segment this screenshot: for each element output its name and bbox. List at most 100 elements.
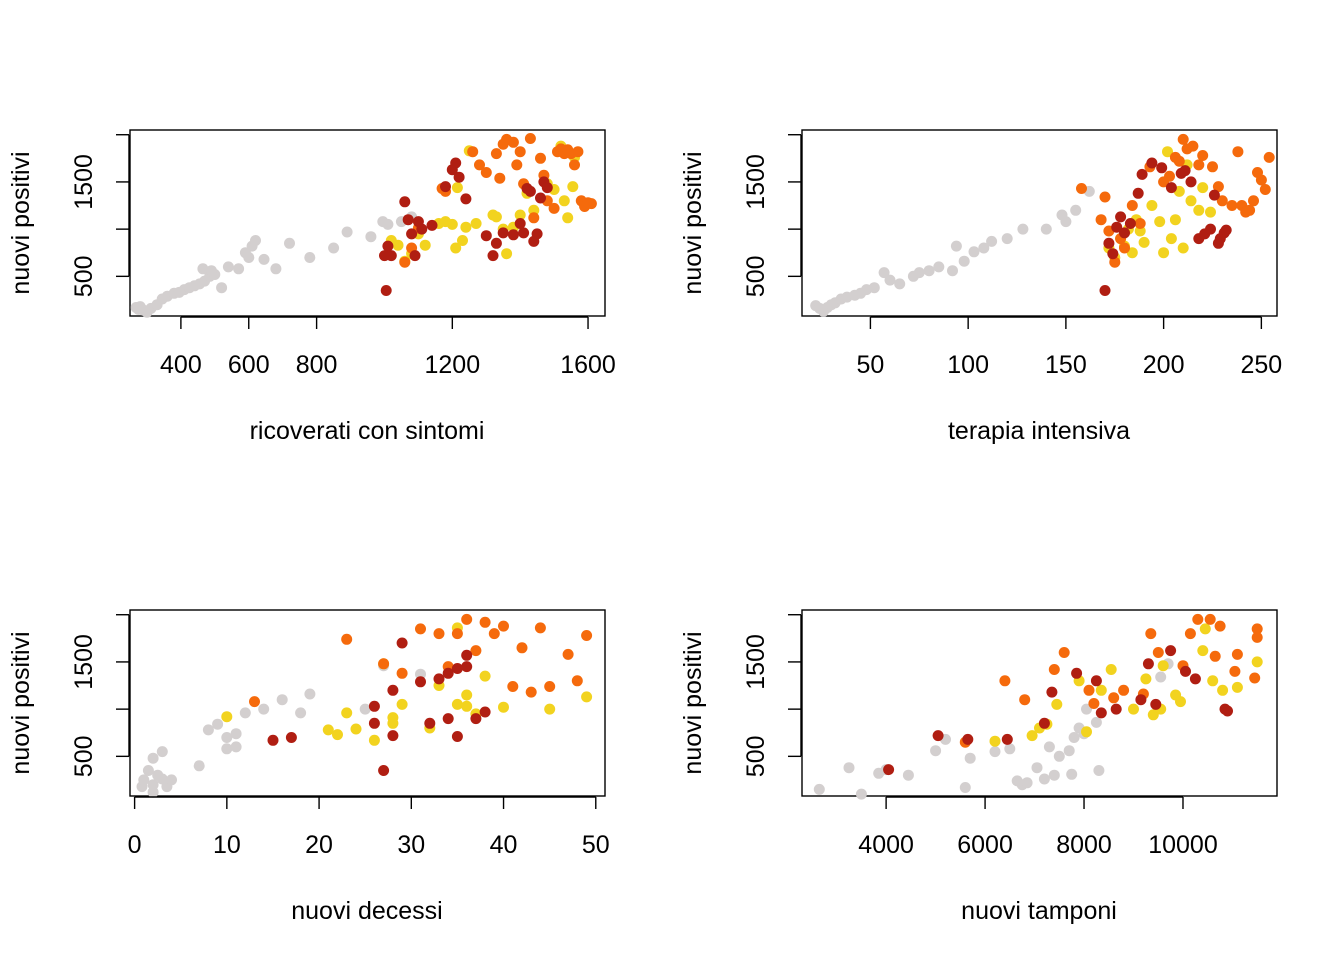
data-point-gray	[978, 242, 990, 254]
data-point-orange	[514, 146, 526, 158]
data-point-gray	[855, 788, 867, 800]
data-point-gray	[216, 282, 228, 294]
data-point-orange	[1232, 146, 1244, 158]
data-point-orange	[571, 675, 583, 687]
y-tick-label: 1500	[70, 154, 98, 210]
data-point-gray	[239, 707, 251, 719]
data-point-orange	[1083, 684, 1095, 696]
data-point-yellow	[1193, 204, 1205, 216]
data-point-red	[531, 228, 543, 240]
data-point-red	[1156, 162, 1168, 174]
data-point-yellow	[1026, 730, 1038, 742]
x-tick-label: 1200	[425, 351, 481, 379]
data-point-red	[387, 730, 399, 742]
y-tick-label: 1500	[742, 634, 770, 690]
data-point-gray	[813, 783, 825, 795]
data-point-yellow	[387, 717, 399, 729]
plot-frame	[801, 129, 1278, 317]
data-point-orange	[581, 630, 593, 641]
data-point-yellow	[1205, 206, 1216, 218]
data-point-orange	[1119, 242, 1130, 254]
data-point-orange	[544, 681, 556, 692]
data-point-orange	[451, 628, 463, 640]
data-point-yellow	[419, 239, 431, 251]
data-point-red	[368, 700, 380, 712]
data-point-yellow	[1140, 673, 1152, 685]
data-point-orange	[1207, 161, 1218, 173]
data-point-red	[1208, 189, 1220, 201]
data-point-orange	[1118, 684, 1130, 696]
data-point-red	[1071, 667, 1083, 679]
points-layer	[813, 613, 1263, 800]
data-point-yellow	[1231, 681, 1243, 693]
data-point-gray	[1068, 732, 1080, 743]
data-point-orange	[1134, 218, 1146, 229]
data-point-yellow	[1199, 623, 1211, 635]
x-tick-label: 10	[213, 831, 241, 859]
data-point-orange	[507, 681, 519, 692]
data-point-gray	[1043, 741, 1055, 753]
data-point-yellow	[1251, 656, 1263, 668]
data-point-red	[541, 182, 553, 194]
data-point-gray	[913, 267, 925, 279]
data-point-gray	[884, 274, 896, 286]
data-point-red	[1146, 157, 1158, 169]
data-point-red	[368, 717, 380, 729]
data-point-red	[461, 649, 473, 661]
data-point-orange	[490, 148, 502, 160]
data-point-gray	[1155, 671, 1167, 683]
x-tick-label: 250	[1241, 351, 1283, 379]
data-point-red	[1205, 223, 1216, 235]
data-point-gray	[1048, 769, 1060, 781]
y-tick-label: 1500	[742, 154, 770, 210]
x-axis: 400 600 800 1200 1600	[160, 316, 616, 379]
data-point-red	[442, 667, 454, 679]
x-tick-label: 6000	[957, 831, 1013, 859]
data-point-red	[1090, 675, 1102, 687]
y-axis-title: nuovi positivi	[7, 151, 35, 294]
data-point-red	[426, 219, 438, 231]
x-axis: 4000 6000 8000 10000	[858, 796, 1218, 859]
data-point-yellow	[501, 248, 513, 260]
data-point-red	[380, 285, 392, 296]
x-tick-label: 20	[305, 831, 333, 859]
data-point-red	[450, 157, 462, 169]
data-point-yellow	[451, 182, 463, 194]
data-point-orange	[1126, 200, 1138, 211]
data-point-gray	[959, 782, 971, 793]
data-point-orange	[1187, 140, 1199, 152]
x-tick-label: 30	[397, 831, 425, 859]
y-axis-title: nuovi positivi	[7, 631, 35, 774]
data-point-red	[470, 713, 482, 725]
data-point-red	[480, 230, 492, 242]
data-point-red	[451, 663, 463, 674]
data-point-gray	[1060, 216, 1072, 228]
data-point-gray	[147, 779, 159, 791]
data-point-yellow	[581, 691, 593, 703]
data-point-red	[1136, 168, 1148, 180]
points-layer	[136, 613, 593, 798]
data-point-orange	[548, 202, 560, 214]
data-point-red	[932, 730, 944, 742]
x-tick-label: 8000	[1056, 831, 1112, 859]
x-tick-label: 1600	[560, 351, 616, 379]
data-point-yellow	[1081, 726, 1092, 738]
data-point-red	[1165, 182, 1177, 194]
x-tick-label: 50	[582, 831, 610, 859]
data-point-red	[267, 734, 279, 746]
data-point-yellow	[1169, 214, 1181, 226]
data-point-gray	[222, 261, 234, 273]
data-point-red	[396, 637, 408, 649]
data-point-orange	[1251, 623, 1263, 635]
data-point-orange	[470, 645, 482, 657]
data-point-red	[1185, 176, 1197, 188]
data-point-gray	[212, 718, 224, 730]
data-point-red	[285, 732, 297, 743]
y-axis-title: nuovi positivi	[679, 151, 707, 294]
data-point-yellow	[221, 711, 233, 723]
data-point-red	[378, 765, 390, 776]
data-point-orange	[1108, 692, 1120, 704]
y-axis: 500 1500	[742, 614, 802, 777]
data-point-red	[507, 229, 519, 241]
